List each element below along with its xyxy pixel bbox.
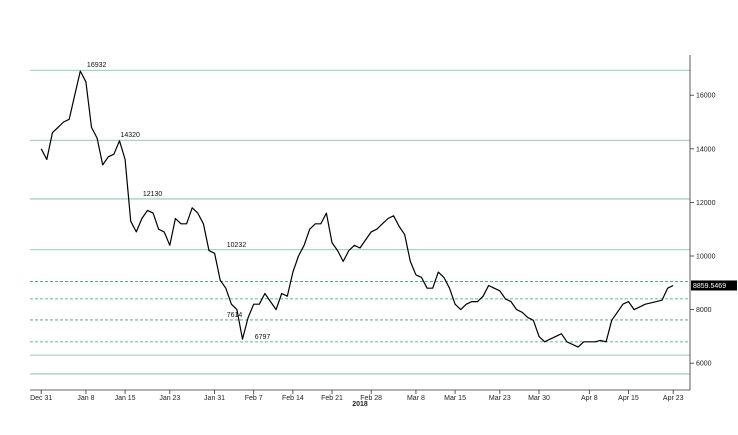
level-annotation: 7614 — [227, 312, 243, 319]
level-annotation: 16932 — [87, 62, 107, 69]
x-tick-label: Jan 8 — [77, 395, 94, 402]
x-tick-label: Apr 8 — [581, 395, 598, 402]
last-value-label: 8859.5469 — [693, 283, 726, 290]
price-line — [40, 70, 674, 348]
x-tick-label: Feb 7 — [245, 395, 263, 402]
y-tick-label: 16000 — [696, 93, 716, 100]
annotations: 16932 14320 12130 10232 7614 6797 8859.5469 — [87, 62, 737, 341]
x-tick-label: Mar 15 — [444, 395, 466, 402]
level-annotation: 10232 — [227, 242, 247, 249]
series-layer — [40, 70, 674, 348]
level-annotation: 14320 — [120, 132, 140, 139]
y-tick-label: 14000 — [696, 146, 716, 153]
x-tick-label: Jan 31 — [204, 395, 225, 402]
y-tick-label: 12000 — [696, 200, 716, 207]
level-annotation: 12130 — [143, 191, 163, 198]
x-tick-label: Jan 15 — [115, 395, 136, 402]
x-tick-label: Feb 28 — [360, 395, 382, 402]
axes: Dec 31 Jan 8 Jan 15 Jan 23 Jan 31 Feb 7 Feb 14… — [30, 55, 716, 402]
y-tick-label: 6000 — [696, 361, 712, 368]
y-tick-label: 10000 — [696, 254, 716, 261]
x-tick-label: Mar 8 — [407, 395, 425, 402]
level-annotation: 6797 — [255, 334, 271, 341]
x-tick-label: Apr 15 — [618, 395, 639, 402]
x-tick-label: Jan 23 — [159, 395, 180, 402]
x-tick-label: Mar 30 — [528, 395, 550, 402]
x-tick-label: Apr 23 — [663, 395, 684, 402]
y-tick-label: 8000 — [696, 307, 712, 314]
x-tick-label: Mar 23 — [489, 395, 511, 402]
x-tick-label: Feb 14 — [282, 395, 304, 402]
x-tick-label: Dec 31 — [30, 395, 52, 402]
last-value-box — [691, 280, 737, 291]
year-label: 2018 — [352, 401, 368, 408]
level-lines — [30, 69, 690, 375]
x-tick-label: Feb 21 — [321, 395, 343, 402]
